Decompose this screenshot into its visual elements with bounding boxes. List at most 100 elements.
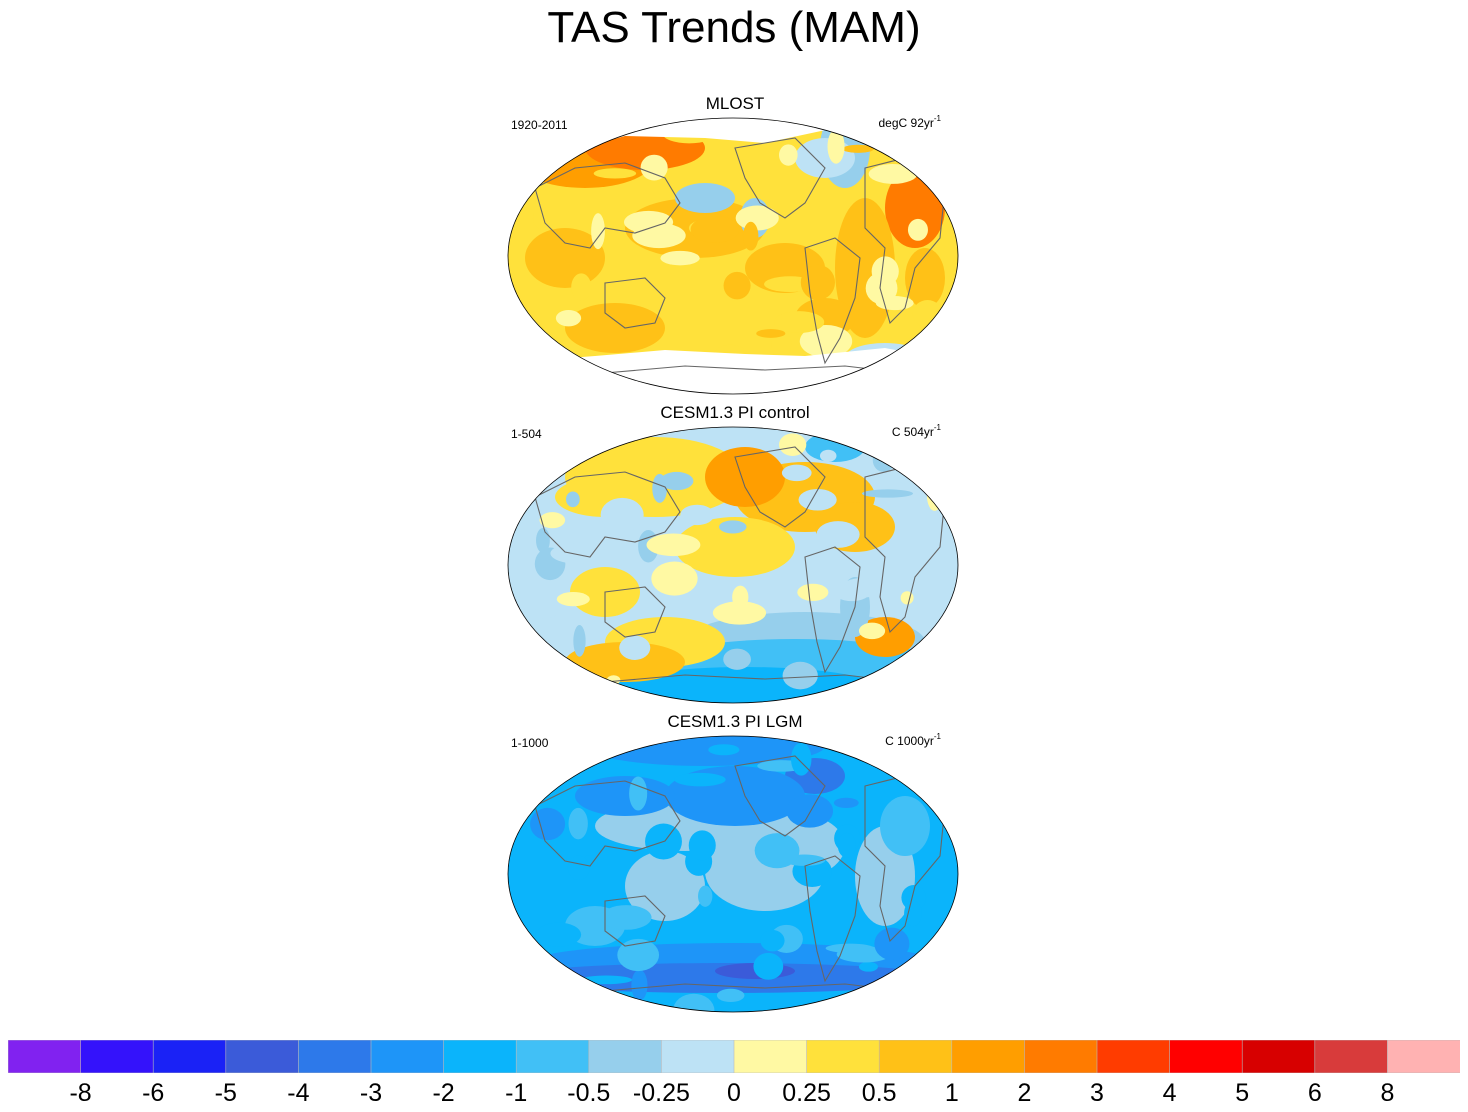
colorbar-label: 0.5 <box>861 1079 897 1107</box>
field-patch <box>861 489 914 498</box>
field-patch <box>799 324 853 358</box>
colorbar-label: -0.25 <box>632 1079 690 1107</box>
colorbar-label: 1 <box>944 1079 959 1107</box>
field-patch <box>816 521 860 548</box>
field-patch <box>531 763 570 783</box>
field-patch <box>525 228 605 288</box>
colorbar-swatch <box>298 1040 372 1073</box>
field-patch <box>716 988 745 1003</box>
field-patch <box>690 215 740 243</box>
colorbar-label: 3 <box>1090 1079 1104 1107</box>
colorbar-swatch <box>515 1040 590 1073</box>
world-map-cesm-pi-lgm <box>507 735 959 1013</box>
colorbar-labels: -8 -6 -5 -4 -3 -2 -1 -0.5 -0.25 0 0.25 0.5 1 2 3 4 5 6 8 <box>8 1078 1460 1110</box>
field-patch <box>600 497 644 532</box>
field-patch <box>875 753 911 769</box>
colorbar-swatch <box>1096 1040 1171 1073</box>
field-patch <box>907 218 928 241</box>
field-patch <box>786 794 834 828</box>
panel-title: CESM1.3 PI LGM <box>667 712 803 731</box>
field-patch <box>617 938 660 972</box>
field-patch <box>606 372 624 394</box>
field-patch <box>837 832 857 858</box>
coastline <box>604 895 666 947</box>
field-patch <box>660 471 694 491</box>
map-panel-cesm-pi-lgm: CESM1.3 PI LGM 1-1000 C 1000yr-1 <box>505 712 965 1026</box>
colorbar-swatch <box>878 1040 953 1073</box>
field-patch <box>743 221 759 251</box>
field-patch <box>625 851 705 921</box>
colorbar-swatch <box>225 1040 300 1073</box>
coastline <box>534 162 681 249</box>
field-patch <box>675 517 795 577</box>
panel-title: CESM1.3 PI control <box>660 403 810 422</box>
field-patch <box>868 164 918 184</box>
field-patch <box>539 512 566 529</box>
field-patch <box>529 343 544 352</box>
colorbar-swatch <box>1241 1040 1316 1073</box>
colorbar-swatch <box>588 1040 663 1073</box>
field-patch <box>723 648 751 670</box>
colorbar-swatch <box>1024 1040 1098 1073</box>
field-patch <box>565 642 685 682</box>
map-panel-cesm-pi-control: CESM1.3 PI control 1-504 C 504yr-1 <box>505 403 965 717</box>
colorbar-swatch <box>443 1040 518 1073</box>
field-patch <box>872 448 895 472</box>
field-patch <box>900 591 914 605</box>
field-patch <box>912 120 958 143</box>
field-patch <box>842 144 874 153</box>
field-patch <box>896 125 927 159</box>
field-patch <box>781 464 812 482</box>
colorbar-label: 0.25 <box>782 1079 831 1107</box>
coastline <box>734 137 826 219</box>
field-patch <box>556 591 590 607</box>
colorbar-swatch <box>1387 1040 1460 1073</box>
colorbar-label: -6 <box>142 1079 165 1107</box>
colorbar-swatch <box>370 1040 445 1073</box>
world-map-mlost <box>507 117 959 395</box>
colorbar-swatch <box>1314 1040 1389 1073</box>
colorbar-label: -8 <box>69 1079 92 1107</box>
field-patch <box>530 807 566 841</box>
panel-units: degC 92yr-1 <box>878 114 942 131</box>
field-patch <box>779 144 798 166</box>
field-patch <box>858 622 886 640</box>
field-patch <box>536 922 582 947</box>
panel-units: C 504yr-1 <box>891 423 941 440</box>
field-patch <box>660 250 700 266</box>
colorbar-swatch <box>8 1040 82 1073</box>
field-patch <box>573 625 586 657</box>
field-patch <box>778 433 807 457</box>
field-patch <box>540 458 576 469</box>
field-patch <box>629 776 648 811</box>
field-patch <box>819 449 837 462</box>
field-patch <box>585 736 825 766</box>
field-patch <box>718 520 747 534</box>
field-patch <box>600 905 652 930</box>
field-patch <box>912 300 943 328</box>
field-patch <box>905 248 945 308</box>
field-patch <box>532 208 548 229</box>
field-patch <box>798 488 837 511</box>
field-patch <box>680 504 715 526</box>
coastline <box>534 780 681 867</box>
field-patch <box>536 527 550 553</box>
field-patch <box>871 256 899 287</box>
field-patch <box>833 797 859 808</box>
panel-period: 1-1000 <box>511 736 549 750</box>
field-patch <box>593 168 637 179</box>
colorbar-label: 4 <box>1162 1079 1177 1107</box>
world-map-cesm-pi-control <box>507 426 959 704</box>
field-patch <box>508 963 945 993</box>
field-patch <box>646 533 701 557</box>
field-patch <box>926 479 943 511</box>
colorbar-swatch <box>1169 1040 1243 1073</box>
coastline <box>734 446 826 528</box>
field-patch <box>708 744 740 756</box>
field-patch <box>791 742 812 776</box>
field-patch <box>575 776 675 816</box>
field-patch <box>640 154 668 181</box>
colorbar-label: 6 <box>1307 1079 1322 1107</box>
field-patch <box>782 661 818 690</box>
colorbar-label: -1 <box>505 1079 528 1107</box>
